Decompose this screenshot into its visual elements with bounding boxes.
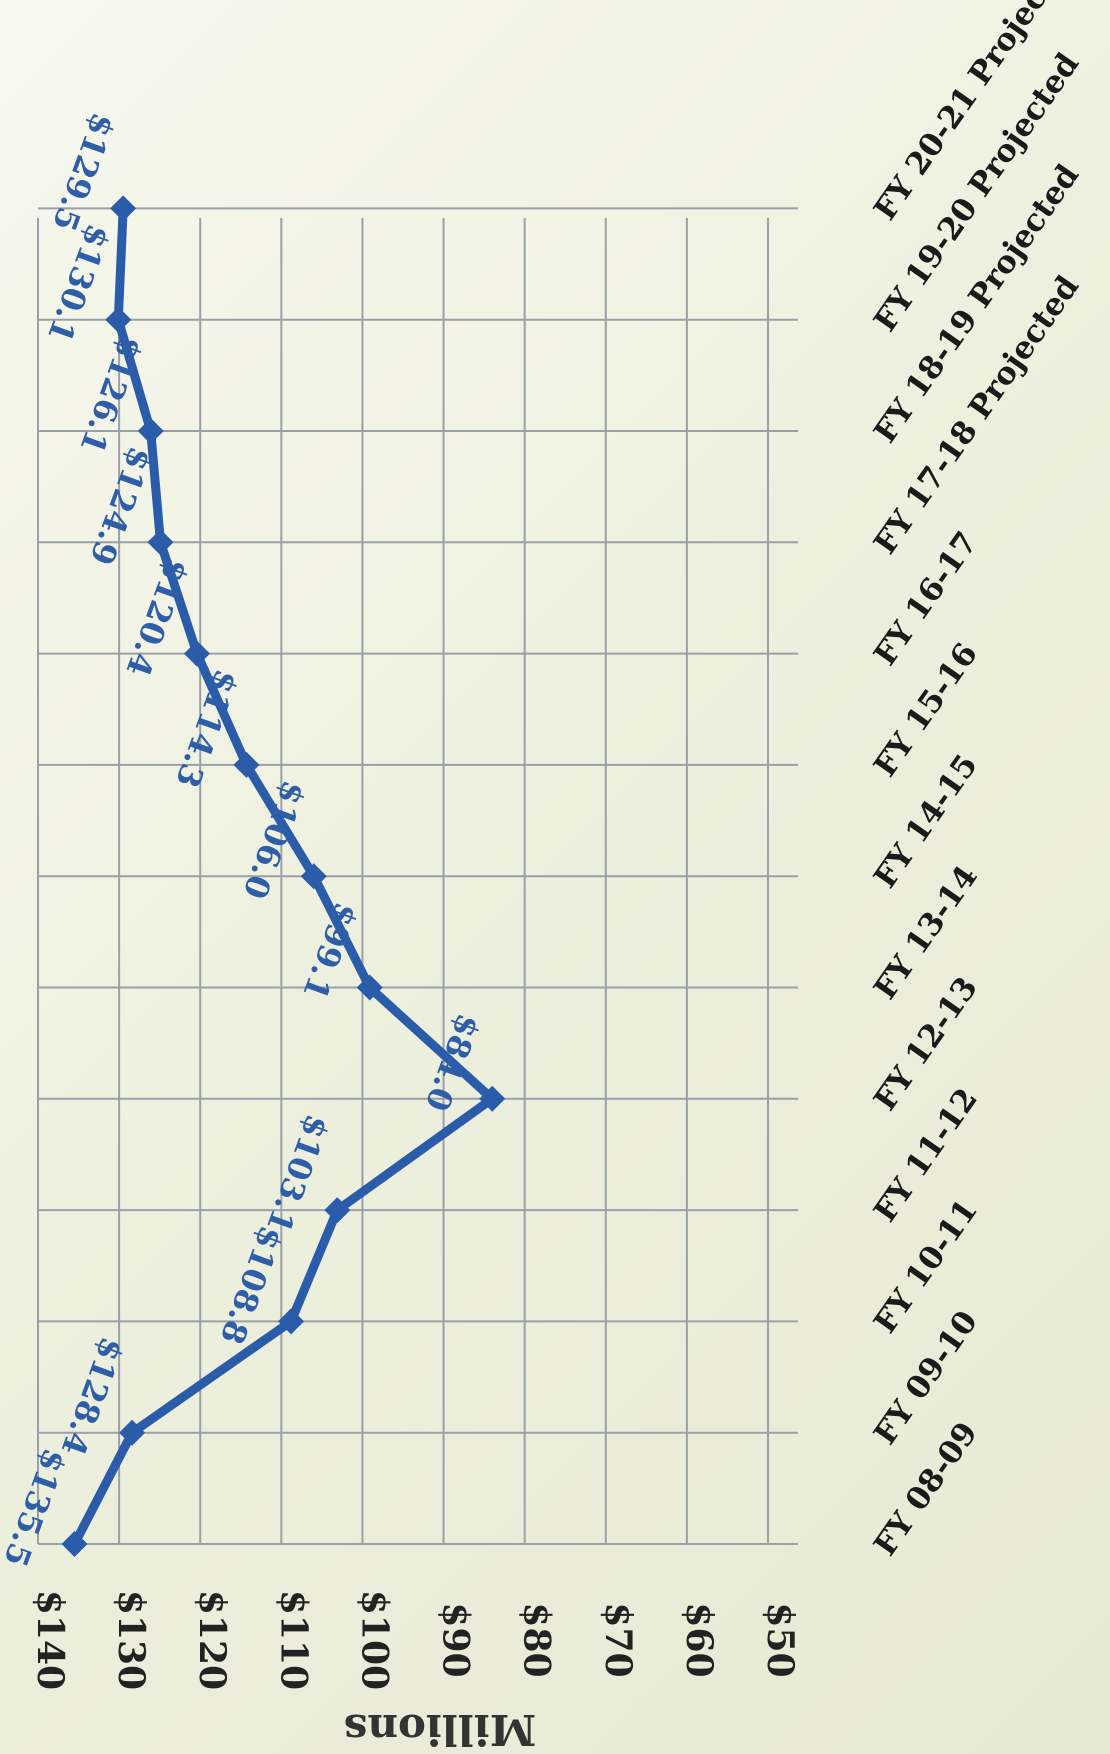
data-point: [356, 974, 383, 1001]
chart-grid: [37, 207, 798, 1545]
data-point: [278, 1308, 305, 1335]
y-tick-label: $140: [29, 1590, 71, 1690]
y-axis-title: Millions: [344, 1705, 537, 1754]
y-tick-label: $100: [353, 1590, 395, 1690]
data-point: [137, 418, 164, 444]
data-label: $135.5: [0, 1444, 74, 1572]
data-point: [119, 1419, 146, 1446]
data-point: [300, 863, 327, 890]
chart-series: [61, 195, 506, 1557]
data-point: [324, 1197, 351, 1224]
data-point: [147, 529, 174, 556]
data-label: $106.0: [235, 776, 313, 904]
y-tick-label: $120: [191, 1590, 233, 1690]
y-tick-label: $70: [597, 1602, 639, 1677]
y-axis-ticks: $140 $130 $120 $110 $100 $90 $80 $70 $60 $50: [29, 1590, 801, 1690]
data-point: [61, 1531, 88, 1557]
data-point: [183, 640, 210, 667]
data-label: $103.1: [259, 1110, 337, 1238]
y-tick-label: $110: [272, 1590, 314, 1690]
data-point: [110, 195, 137, 222]
data-point: [479, 1085, 506, 1112]
data-point: [105, 306, 132, 333]
y-tick-label: $90: [435, 1602, 477, 1677]
data-label: $124.9: [82, 442, 160, 570]
y-tick-label: $60: [678, 1602, 720, 1677]
data-label: $130.1: [40, 219, 118, 347]
data-label: $129.5: [45, 108, 123, 236]
y-tick-label: $50: [759, 1602, 801, 1677]
y-tick-label: $80: [516, 1602, 558, 1677]
data-point: [233, 751, 260, 778]
y-tick-label: $130: [110, 1590, 152, 1690]
data-label: $84.0: [418, 1009, 488, 1116]
